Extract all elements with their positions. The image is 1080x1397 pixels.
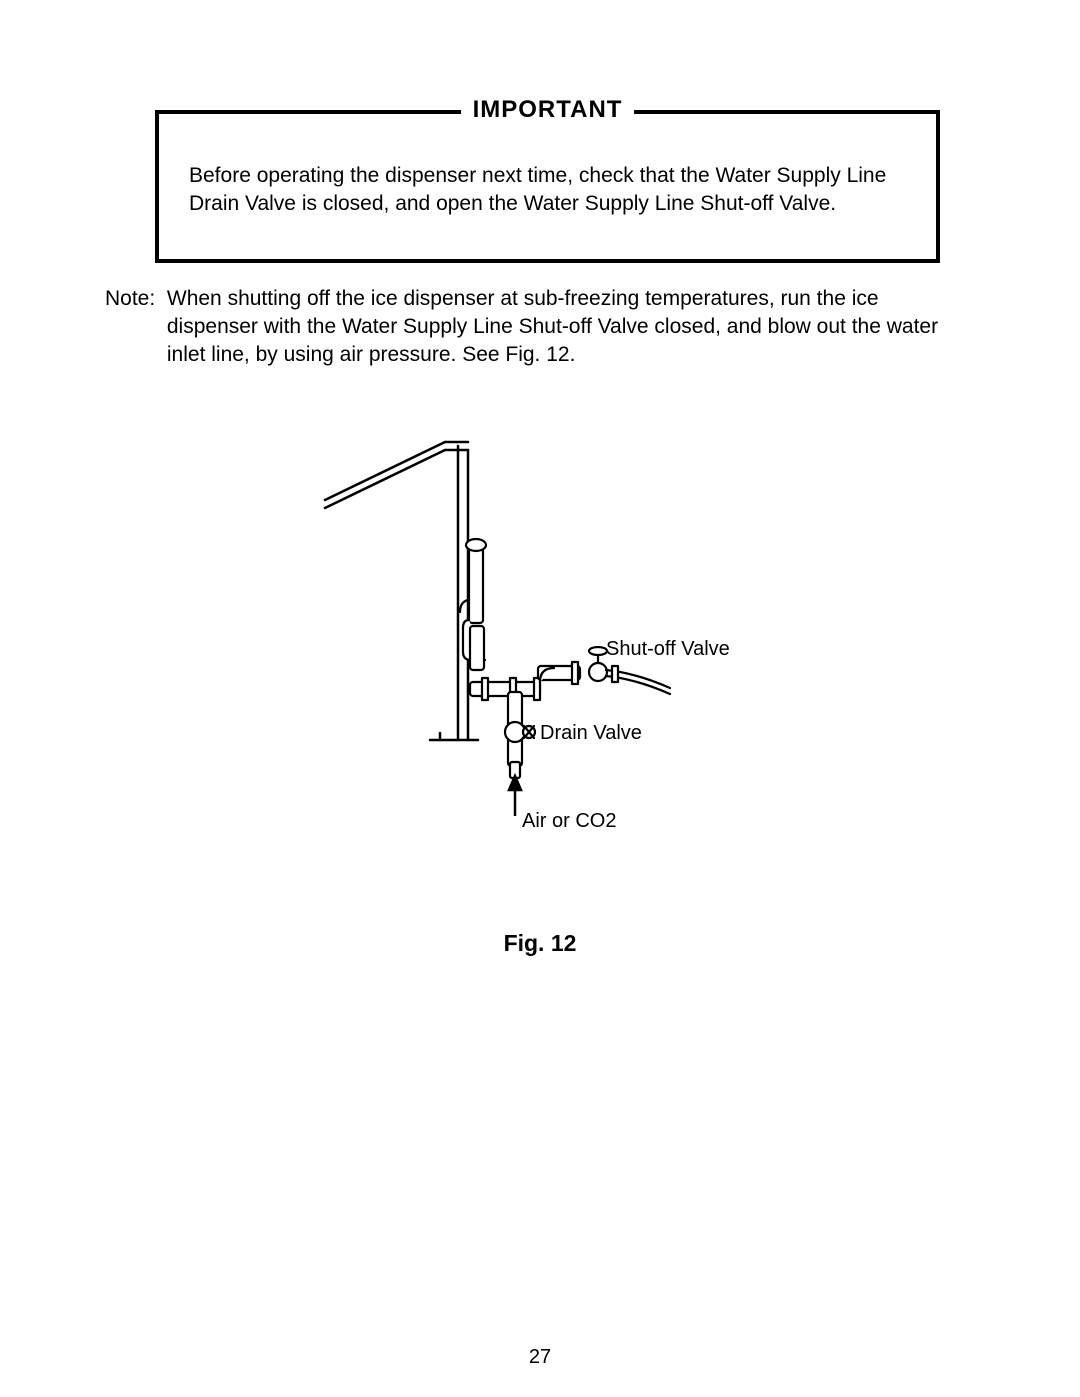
important-body: Before operating the dispenser next time… [189,162,906,219]
figure-caption: Fig. 12 [0,930,1080,957]
figure-12: Shut-off Valve Drain Valve Air or CO2 [0,430,1080,875]
page-number: 27 [0,1346,1080,1369]
important-title: IMPORTANT [461,96,635,124]
note-paragraph: Note: When shutting off the ice dispense… [100,285,980,370]
note-body: When shutting off the ice dispenser at s… [167,285,970,370]
label-shutoff-valve: Shut-off Valve [606,638,730,661]
page: IMPORTANT Before operating the dispenser… [0,0,1080,1397]
label-air-co2: Air or CO2 [522,810,616,833]
label-drain-valve: Drain Valve [540,722,642,745]
note-label: Note: [105,285,167,370]
important-box: IMPORTANT Before operating the dispenser… [155,110,940,263]
